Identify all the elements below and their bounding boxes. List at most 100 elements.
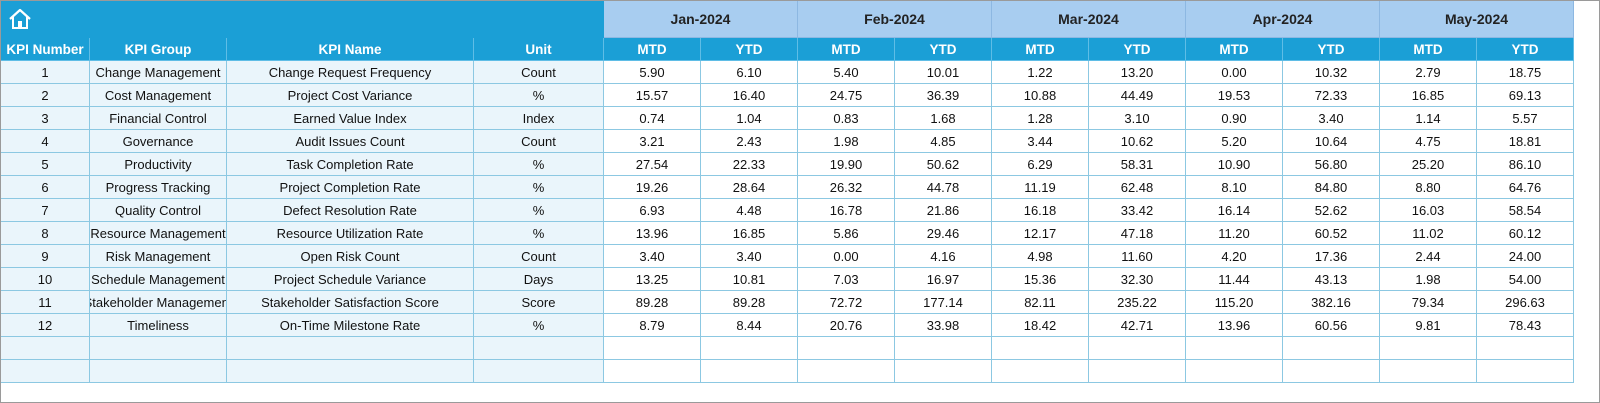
column-header: KPI Name bbox=[227, 38, 474, 61]
period-header: YTD bbox=[701, 38, 798, 61]
kpi-value: 18.81 bbox=[1477, 130, 1574, 153]
kpi-value: 382.16 bbox=[1283, 291, 1380, 314]
kpi-value: 235.22 bbox=[1089, 291, 1186, 314]
empty-cell bbox=[992, 337, 1089, 360]
kpi-value: 5.90 bbox=[604, 61, 701, 84]
period-header: YTD bbox=[895, 38, 992, 61]
kpi-value: 78.43 bbox=[1477, 314, 1574, 337]
kpi-value: 19.53 bbox=[1186, 84, 1283, 107]
month-header: Apr-2024 bbox=[1186, 1, 1380, 38]
kpi-name: Audit Issues Count bbox=[227, 130, 474, 153]
kpi-value: 7.03 bbox=[798, 268, 895, 291]
kpi-value: 1.22 bbox=[992, 61, 1089, 84]
kpi-value: 13.25 bbox=[604, 268, 701, 291]
kpi-value: 115.20 bbox=[1186, 291, 1283, 314]
kpi-value: 1.28 bbox=[992, 107, 1089, 130]
empty-cell bbox=[895, 360, 992, 383]
kpi-value: 6.93 bbox=[604, 199, 701, 222]
kpi-value: 60.12 bbox=[1477, 222, 1574, 245]
kpi-number: 4 bbox=[1, 130, 90, 153]
kpi-number: 9 bbox=[1, 245, 90, 268]
empty-cell bbox=[1477, 360, 1574, 383]
kpi-value: 10.01 bbox=[895, 61, 992, 84]
kpi-value: 2.44 bbox=[1380, 245, 1477, 268]
empty-cell bbox=[474, 337, 604, 360]
kpi-value: 3.40 bbox=[604, 245, 701, 268]
kpi-name: On-Time Milestone Rate bbox=[227, 314, 474, 337]
kpi-number: 5 bbox=[1, 153, 90, 176]
kpi-value: 6.10 bbox=[701, 61, 798, 84]
kpi-value: 22.33 bbox=[701, 153, 798, 176]
kpi-value: 15.57 bbox=[604, 84, 701, 107]
kpi-value: 5.57 bbox=[1477, 107, 1574, 130]
kpi-group: Quality Control bbox=[90, 199, 227, 222]
kpi-value: 4.98 bbox=[992, 245, 1089, 268]
kpi-value: 3.10 bbox=[1089, 107, 1186, 130]
empty-cell bbox=[90, 360, 227, 383]
kpi-value: 4.75 bbox=[1380, 130, 1477, 153]
period-header: MTD bbox=[1186, 38, 1283, 61]
kpi-group: Timeliness bbox=[90, 314, 227, 337]
kpi-name: Project Completion Rate bbox=[227, 176, 474, 199]
kpi-value: 89.28 bbox=[701, 291, 798, 314]
kpi-value: 42.71 bbox=[1089, 314, 1186, 337]
home-icon[interactable] bbox=[7, 7, 33, 31]
kpi-unit: Count bbox=[474, 245, 604, 268]
kpi-value: 6.29 bbox=[992, 153, 1089, 176]
kpi-value: 11.19 bbox=[992, 176, 1089, 199]
kpi-value: 18.75 bbox=[1477, 61, 1574, 84]
period-header: MTD bbox=[992, 38, 1089, 61]
kpi-name: Stakeholder Satisfaction Score bbox=[227, 291, 474, 314]
kpi-value: 43.13 bbox=[1283, 268, 1380, 291]
empty-cell bbox=[1477, 337, 1574, 360]
month-header: May-2024 bbox=[1380, 1, 1574, 38]
kpi-unit: Count bbox=[474, 130, 604, 153]
kpi-name: Resource Utilization Rate bbox=[227, 222, 474, 245]
kpi-number: 3 bbox=[1, 107, 90, 130]
kpi-value: 64.76 bbox=[1477, 176, 1574, 199]
kpi-value: 296.63 bbox=[1477, 291, 1574, 314]
kpi-value: 89.28 bbox=[604, 291, 701, 314]
kpi-number: 2 bbox=[1, 84, 90, 107]
kpi-value: 52.62 bbox=[1283, 199, 1380, 222]
kpi-value: 25.20 bbox=[1380, 153, 1477, 176]
empty-cell bbox=[798, 360, 895, 383]
kpi-value: 4.16 bbox=[895, 245, 992, 268]
empty-cell bbox=[1, 337, 90, 360]
column-header: KPI Number bbox=[1, 38, 90, 61]
empty-cell bbox=[227, 337, 474, 360]
kpi-value: 33.42 bbox=[1089, 199, 1186, 222]
kpi-value: 8.10 bbox=[1186, 176, 1283, 199]
kpi-value: 3.21 bbox=[604, 130, 701, 153]
kpi-value: 20.76 bbox=[798, 314, 895, 337]
kpi-value: 69.13 bbox=[1477, 84, 1574, 107]
column-header: Unit bbox=[474, 38, 604, 61]
kpi-value: 11.60 bbox=[1089, 245, 1186, 268]
kpi-value: 84.80 bbox=[1283, 176, 1380, 199]
empty-cell bbox=[604, 337, 701, 360]
kpi-unit: Count bbox=[474, 61, 604, 84]
empty-cell bbox=[1380, 360, 1477, 383]
kpi-unit: % bbox=[474, 84, 604, 107]
kpi-group: Productivity bbox=[90, 153, 227, 176]
kpi-value: 16.40 bbox=[701, 84, 798, 107]
kpi-value: 54.00 bbox=[1477, 268, 1574, 291]
kpi-value: 13.96 bbox=[1186, 314, 1283, 337]
period-header: YTD bbox=[1283, 38, 1380, 61]
kpi-number: 1 bbox=[1, 61, 90, 84]
empty-cell bbox=[701, 360, 798, 383]
kpi-unit: % bbox=[474, 314, 604, 337]
kpi-value: 5.40 bbox=[798, 61, 895, 84]
kpi-number: 11 bbox=[1, 291, 90, 314]
kpi-value: 12.17 bbox=[992, 222, 1089, 245]
month-header: Jan-2024 bbox=[604, 1, 798, 38]
kpi-value: 17.36 bbox=[1283, 245, 1380, 268]
kpi-value: 1.98 bbox=[1380, 268, 1477, 291]
kpi-value: 86.10 bbox=[1477, 153, 1574, 176]
kpi-group: Stakeholder Management bbox=[90, 291, 227, 314]
period-header: MTD bbox=[798, 38, 895, 61]
kpi-value: 2.43 bbox=[701, 130, 798, 153]
kpi-value: 2.79 bbox=[1380, 61, 1477, 84]
kpi-name: Open Risk Count bbox=[227, 245, 474, 268]
kpi-value: 13.20 bbox=[1089, 61, 1186, 84]
